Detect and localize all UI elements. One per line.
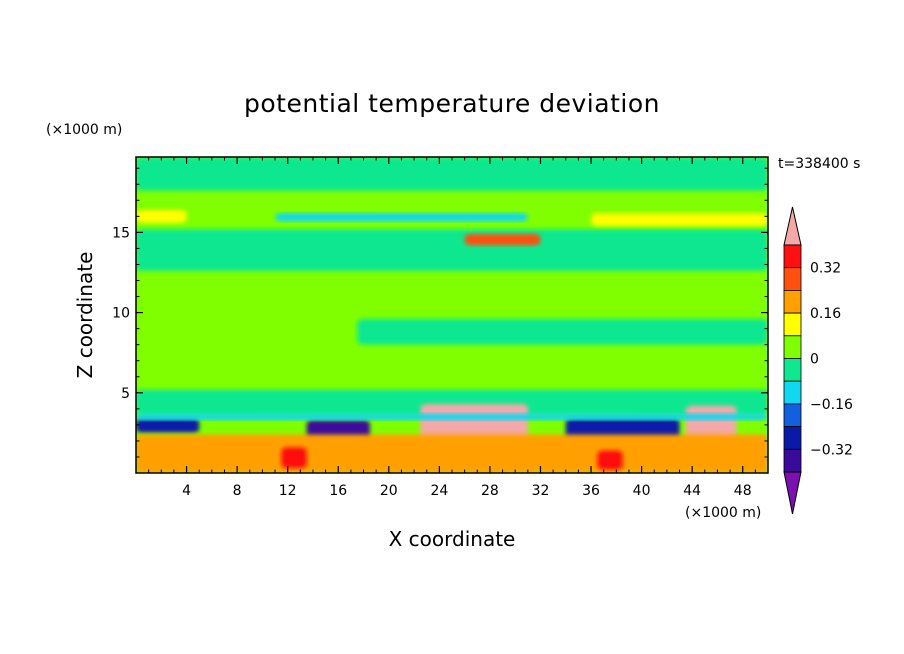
contour-region [136, 229, 768, 271]
colorbar-label: 0 [810, 352, 819, 368]
contour-region [136, 413, 768, 421]
contour-region [281, 447, 307, 469]
colorbar-segment [783, 358, 802, 382]
contour-region [464, 233, 541, 246]
contour-region [136, 418, 200, 433]
colorbar-label: 0.16 [810, 306, 841, 322]
contour-region [136, 389, 768, 416]
colorbar-segment [783, 267, 802, 291]
colorbar-label: −0.16 [810, 397, 853, 413]
contour-region [357, 319, 768, 345]
contour-region [275, 213, 528, 222]
x-tick-label: 16 [329, 483, 347, 499]
x-tick-label: 36 [582, 483, 600, 499]
y-axis: 5 10 15 [112, 167, 768, 458]
x-unit-label: (×1000 m) [685, 505, 761, 521]
x-tick-label: 24 [430, 483, 448, 499]
contour-region [136, 434, 768, 473]
colorbar: −0.32 −0.16 0 0.16 0.32 [783, 206, 853, 515]
contour-region [136, 157, 768, 191]
colorbar-segment [783, 244, 802, 269]
contour-region [136, 157, 768, 413]
x-tick-label: 4 [182, 483, 191, 499]
colorbar-top-triangle [783, 206, 802, 246]
colorbar-segment [783, 289, 802, 314]
x-tick-label: 48 [734, 483, 752, 499]
x-tick-label: 12 [279, 483, 297, 499]
contour-region [597, 450, 623, 470]
x-axis: 4 8 12 16 20 24 28 32 36 40 44 48 [148, 157, 756, 499]
y-tick-label: 15 [112, 225, 130, 241]
colorbar-label: −0.32 [810, 442, 853, 458]
x-tick-label: 44 [683, 483, 701, 499]
colorbar-segment [783, 448, 802, 473]
x-tick-label: 32 [532, 483, 550, 499]
x-tick-label: 20 [380, 483, 398, 499]
x-tick-label: 8 [233, 483, 242, 499]
y-tick-label: 5 [121, 386, 130, 402]
contour-region [591, 213, 768, 226]
chart-title: potential temperature deviation [244, 89, 660, 118]
colorbar-segment [783, 403, 802, 427]
y-tick-label: 10 [112, 306, 130, 322]
contour-region [420, 404, 528, 441]
x-tick-label: 40 [633, 483, 651, 499]
colorbar-label: 0.32 [810, 261, 841, 277]
colorbar-segment [783, 312, 802, 337]
y-unit-label: (×1000 m) [46, 122, 122, 138]
colorbar-segment [783, 426, 802, 450]
colorbar-bottom-triangle [783, 471, 802, 515]
colorbar-segment [783, 380, 802, 405]
plot-area [136, 157, 768, 473]
x-tick-label: 28 [481, 483, 499, 499]
x-axis-title: X coordinate [389, 527, 516, 551]
y-axis-title: Z coordinate [73, 252, 97, 379]
contour-region [136, 209, 187, 223]
contour-regions [136, 157, 768, 473]
time-label: t=338400 s [778, 156, 860, 172]
colorbar-segment [783, 335, 802, 359]
